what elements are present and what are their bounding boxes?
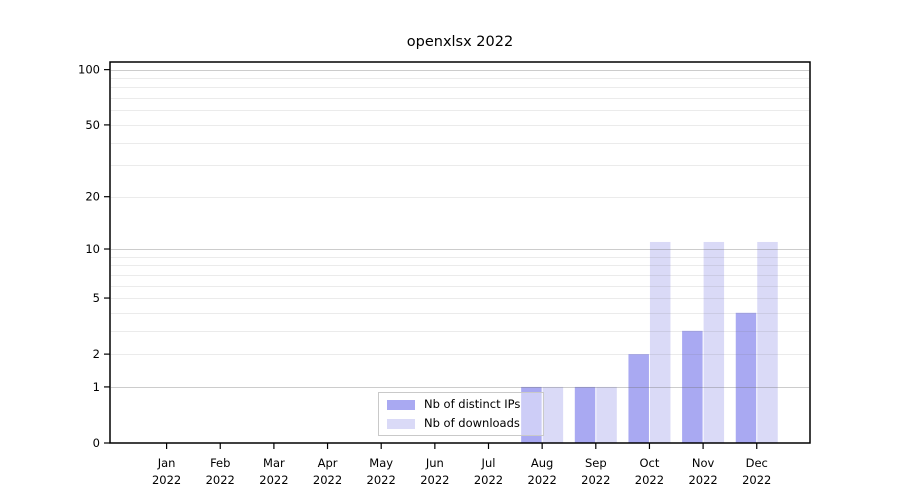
y-tick-label: 20: [85, 190, 100, 204]
y-tick-label: 10: [85, 242, 100, 256]
x-tick-label-year: 2022: [742, 473, 771, 487]
legend-item: Nb of distinct IPs: [387, 395, 535, 414]
bar-ips-sep: [574, 386, 596, 443]
x-tick-label-year: 2022: [474, 473, 503, 487]
x-tick-label-month: Dec: [746, 456, 768, 470]
x-tick-label-month: Nov: [692, 456, 715, 470]
legend-item: Nb of downloads: [387, 414, 535, 433]
x-tick-label-month: Jan: [157, 456, 176, 470]
legend-swatch-downloads: [387, 418, 415, 429]
chart-title: openxlsx 2022: [406, 34, 514, 50]
bar-downloads-aug: [542, 386, 564, 443]
x-tick-label-year: 2022: [688, 473, 717, 487]
y-tick-label: 100: [78, 63, 100, 77]
x-tick-label-year: 2022: [313, 473, 342, 487]
legend-label-distinct-ips: Nb of distinct IPs: [424, 397, 521, 411]
legend-label-downloads: Nb of downloads: [424, 416, 520, 430]
x-tick-label-month: Sep: [585, 456, 607, 470]
legend: Nb of distinct IPs Nb of downloads: [378, 392, 544, 436]
x-tick-label-year: 2022: [152, 473, 181, 487]
bar-downloads-oct: [649, 241, 671, 443]
x-tick-label-year: 2022: [206, 473, 235, 487]
x-tick-label-month: Oct: [640, 456, 660, 470]
x-tick-label-year: 2022: [581, 473, 610, 487]
bar-downloads-nov: [703, 241, 725, 443]
bar-ips-aug: [521, 386, 542, 443]
bar-ips-nov: [682, 330, 703, 443]
bar-ips-dec: [735, 312, 757, 443]
plot-border: [109, 61, 811, 444]
y-tick-label: 1: [93, 380, 100, 394]
x-tick-label-month: Apr: [318, 456, 338, 470]
x-tick-label-month: Feb: [210, 456, 230, 470]
x-tick-label-year: 2022: [420, 473, 449, 487]
bar-downloads-sep: [596, 386, 617, 443]
y-tick-label: 5: [93, 291, 100, 305]
x-tick-label-month: Jul: [481, 456, 496, 470]
x-tick-label-month: Mar: [263, 456, 285, 470]
x-tick-label-year: 2022: [259, 473, 288, 487]
x-tick-label-month: May: [369, 456, 393, 470]
x-tick-label-year: 2022: [367, 473, 396, 487]
bar-downloads-dec: [757, 241, 778, 443]
legend-swatch-distinct-ips: [387, 399, 415, 410]
x-tick-label-month: Jun: [425, 456, 444, 470]
y-tick-label: 2: [93, 347, 100, 361]
bar-ips-oct: [628, 354, 649, 443]
x-tick-label-year: 2022: [528, 473, 557, 487]
y-tick-label: 0: [93, 436, 100, 450]
y-tick-label: 50: [85, 118, 100, 132]
x-tick-label-month: Aug: [531, 456, 553, 470]
x-tick-label-year: 2022: [635, 473, 664, 487]
